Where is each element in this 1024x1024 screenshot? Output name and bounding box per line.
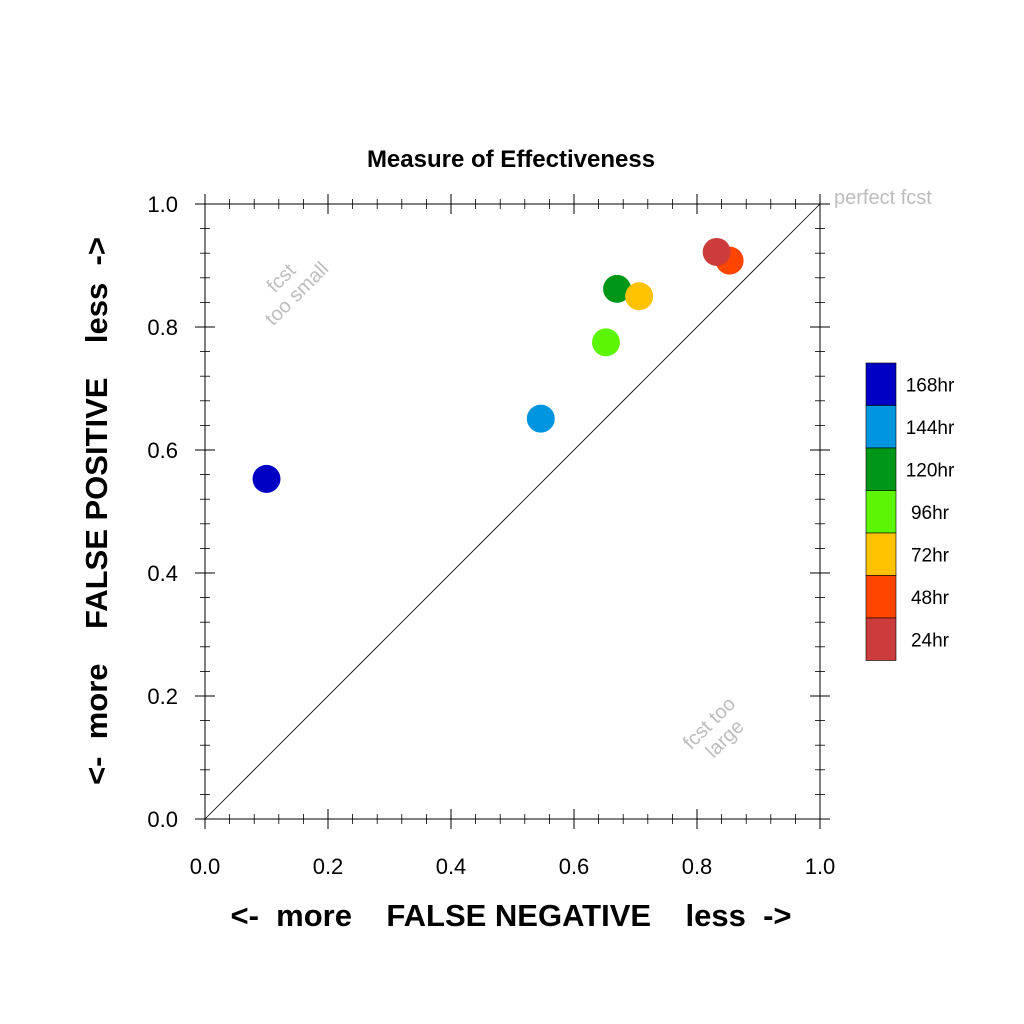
x-tick-label: 0.4	[436, 854, 467, 879]
perfect-forecast-diagonal	[204, 203, 821, 820]
x-tick-label: 0.8	[682, 854, 713, 879]
point-144hr	[526, 404, 555, 433]
y-tick-label: 1.0	[147, 192, 178, 217]
x-tick-label: 1.0	[805, 854, 836, 879]
legend-label-120hr: 120hr	[906, 460, 955, 481]
axis-ticks	[195, 194, 830, 829]
legend-label-24hr: 24hr	[911, 630, 950, 651]
y-tick-label: 0.6	[147, 438, 178, 463]
x-tick-label: 0.0	[190, 854, 221, 879]
too-small-note-line2: too small	[261, 258, 333, 330]
data-points	[252, 237, 744, 493]
legend: 168hr 144hr 120hr 96hr 72hr 48hr 24hr	[865, 362, 955, 661]
legend-label-96hr: 96hr	[911, 503, 950, 524]
point-120hr	[603, 274, 632, 303]
point-96hr	[591, 328, 620, 357]
x-tick-label: 0.6	[559, 854, 590, 879]
legend-label-144hr: 144hr	[906, 418, 955, 439]
legend-label-72hr: 72hr	[911, 545, 950, 566]
x-axis-label: <- more FALSE NEGATIVE less ->	[230, 898, 791, 933]
legend-swatch-48hr	[865, 575, 897, 619]
point-24hr	[702, 237, 731, 266]
plot-area	[204, 203, 821, 820]
plot-frame	[204, 203, 821, 820]
y-tick-label: 0.2	[147, 684, 178, 709]
legend-swatch-144hr	[865, 405, 897, 449]
perfect-fcst-note: perfect fcst	[834, 187, 932, 209]
chart-title: Measure of Effectiveness	[367, 146, 655, 173]
legend-swatch-72hr	[865, 532, 897, 576]
point-168hr	[252, 464, 281, 493]
legend-swatch-96hr	[865, 490, 897, 534]
legend-label-48hr: 48hr	[911, 588, 950, 609]
y-tick-label: 0.0	[147, 807, 178, 832]
legend-swatch-120hr	[865, 447, 897, 491]
legend-label-168hr: 168hr	[906, 375, 955, 396]
y-axis-label: <- more FALSE POSITIVE less ->	[79, 237, 114, 785]
y-tick-label: 0.4	[147, 561, 178, 586]
legend-swatch-168hr	[865, 362, 897, 406]
y-tick-label: 0.8	[147, 315, 178, 340]
x-tick-label: 0.2	[313, 854, 344, 879]
legend-swatch-24hr	[865, 617, 897, 661]
point-72hr	[625, 282, 654, 311]
tick-labels: 0.0 0.2 0.4 0.6 0.8 1.0 0.0 0.2 0.4 0.6 0.8 1.0	[147, 192, 835, 879]
